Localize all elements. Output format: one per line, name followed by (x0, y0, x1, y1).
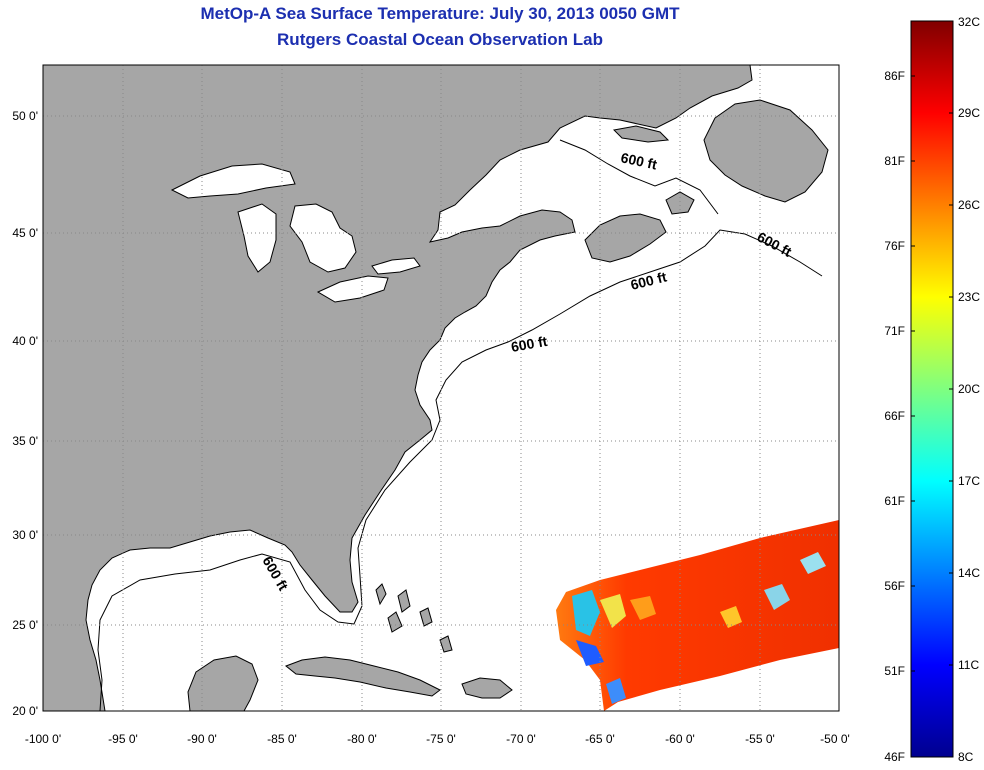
great-lakes (170, 163, 421, 303)
map-title: MetOp-A Sea Surface Temperature: July 30… (200, 4, 680, 23)
fahrenheit-label: 61F (884, 494, 905, 508)
lon-tick-label: -75 0' (426, 732, 456, 746)
lat-tick-label: 20 0' (12, 704, 38, 718)
fahrenheit-label: 86F (884, 69, 905, 83)
celsius-label: 8C (958, 750, 974, 764)
hispaniola-land (461, 677, 513, 699)
graticule (43, 65, 839, 711)
lon-tick-label: -70 0' (506, 732, 536, 746)
lat-tick-label: 35 0' (12, 434, 38, 448)
lat-tick-label: 30 0' (12, 528, 38, 542)
fahrenheit-label: 56F (884, 579, 905, 593)
celsius-label: 26C (958, 198, 980, 212)
north-america-land (43, 65, 753, 711)
fahrenheit-label: 76F (884, 239, 905, 253)
lon-tick-label: -85 0' (267, 732, 297, 746)
lon-tick-label: -95 0' (108, 732, 138, 746)
colorbar-fahrenheit-labels: 86F 81F 76F 71F 66F 61F 56F 51F 46F (884, 69, 905, 764)
celsius-label: 11C (958, 658, 979, 672)
celsius-label: 20C (958, 382, 980, 396)
depth-label: 600 ft (510, 333, 549, 355)
lat-tick-label: 45 0' (12, 226, 38, 240)
longitude-axis: -100 0' -95 0' -90 0' -85 0' -80 0' -75 … (25, 732, 850, 746)
celsius-label: 23C (958, 290, 980, 304)
fahrenheit-label: 71F (884, 324, 905, 338)
celsius-label: 17C (958, 474, 980, 488)
cape-breton-land (665, 191, 695, 215)
yucatan-land (187, 655, 259, 711)
fahrenheit-label: 66F (884, 409, 905, 423)
latitude-axis: 50 0' 45 0' 40 0' 35 0' 30 0' 25 0' 20 0… (12, 109, 38, 718)
lon-tick-label: -90 0' (187, 732, 217, 746)
newfoundland-land (703, 99, 829, 203)
map-subtitle: Rutgers Coastal Ocean Observation Lab (277, 30, 603, 49)
nova-scotia-land (584, 213, 667, 263)
lon-tick-label: -100 0' (25, 732, 61, 746)
colorbar-celsius-labels: 32C 29C 26C 23C 20C 17C 14C 11C 8C (958, 15, 980, 764)
lat-tick-label: 50 0' (12, 109, 38, 123)
bahamas-islands (375, 583, 453, 653)
lon-tick-label: -55 0' (745, 732, 775, 746)
cuba-land (285, 656, 441, 697)
fahrenheit-label: 81F (884, 154, 905, 168)
temperature-colorbar (910, 20, 954, 758)
celsius-label: 29C (958, 106, 980, 120)
map-frame (42, 64, 840, 712)
anticosti-island-land (612, 125, 670, 143)
fahrenheit-label: 46F (884, 750, 905, 764)
lon-tick-label: -50 0' (820, 732, 850, 746)
colorbar-ticks (911, 75, 953, 672)
lon-tick-label: -60 0' (665, 732, 695, 746)
fahrenheit-label: 51F (884, 664, 905, 678)
lat-tick-label: 40 0' (12, 334, 38, 348)
depth-label: 600 ft (619, 149, 658, 172)
shelf-contour-line (97, 229, 823, 711)
gulf-stlawrence-contour-line (559, 139, 719, 215)
celsius-label: 32C (958, 15, 980, 29)
lon-tick-label: -80 0' (347, 732, 377, 746)
lat-tick-label: 25 0' (12, 618, 38, 632)
celsius-label: 14C (958, 566, 980, 580)
sst-swath (556, 520, 839, 711)
lon-tick-label: -65 0' (585, 732, 615, 746)
